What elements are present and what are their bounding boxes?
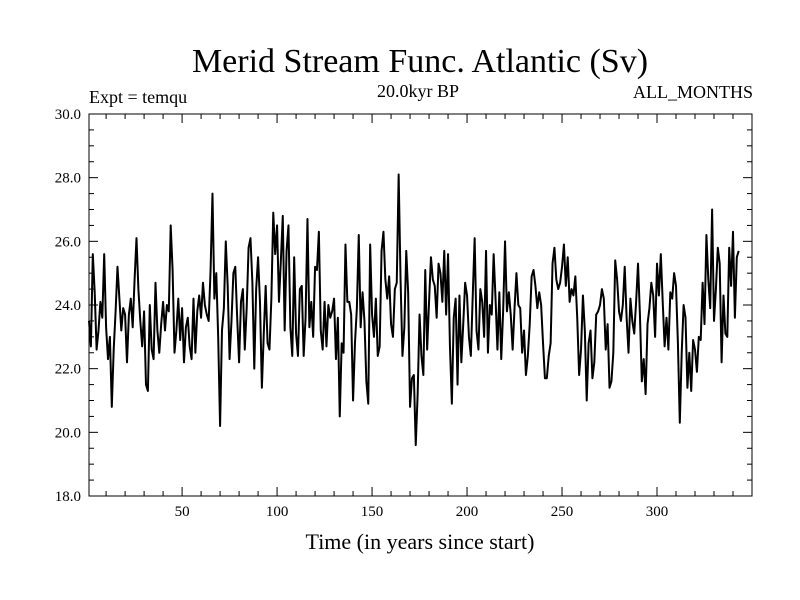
y-tick-label: 18.0 — [55, 489, 81, 505]
plot-frame — [88, 113, 753, 497]
x-tick-label: 300 — [646, 504, 669, 520]
axis-tick-labels: 50 100 150 200 250 300 18.0 20.0 22.0 24.0 26.0 28.… — [55, 107, 669, 520]
data-series-line — [88, 173, 740, 447]
y-tick-label: 20.0 — [55, 425, 81, 441]
x-axis-label: Time (in years since start) — [306, 529, 535, 554]
x-tick-label: 50 — [175, 504, 190, 520]
x-tick-label: 100 — [266, 504, 289, 520]
period-label: 20.0kyr BP — [377, 81, 459, 101]
months-label: ALL_MONTHS — [633, 82, 753, 102]
experiment-label: Expt = temqu — [89, 87, 187, 107]
y-tick-label: 22.0 — [55, 362, 81, 378]
x-tick-label: 250 — [551, 504, 574, 520]
y-tick-label: 26.0 — [55, 234, 81, 250]
y-tick-label: 30.0 — [55, 107, 81, 123]
y-tick-label: 28.0 — [55, 171, 81, 187]
axis-ticks — [89, 113, 752, 497]
x-tick-label: 200 — [456, 504, 479, 520]
y-tick-label: 24.0 — [55, 298, 81, 314]
chart-title: Merid Stream Func. Atlantic (Sv) — [192, 43, 648, 80]
x-tick-label: 150 — [361, 504, 384, 520]
